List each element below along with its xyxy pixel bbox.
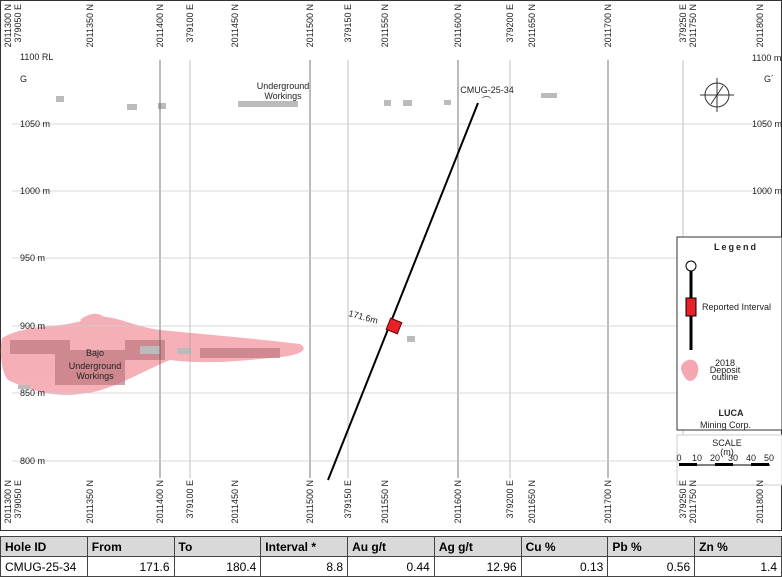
bottom-coordinate: 2011450 N (230, 480, 240, 523)
legend-title: Legend (714, 242, 758, 252)
scale-tick: 0 (676, 453, 681, 463)
table-cell: 12.96 (433, 556, 522, 577)
assay-table: Hole ID From To Interval * Au g/t Ag g/t Cu % P… (0, 536, 782, 577)
workings-label: Workings (264, 91, 302, 101)
legend-outline: outline (712, 372, 739, 382)
column-header: From (86, 536, 175, 557)
collar-mark: ⌒ (482, 96, 491, 106)
column-header: Cu % (520, 536, 609, 557)
left-elevation: 800 m (20, 456, 45, 466)
grid (12, 60, 770, 478)
column-header: Ag g/t (433, 536, 522, 557)
top-coordinate: 2011600 N (453, 4, 463, 47)
scale-title: SCALE (712, 438, 742, 448)
top-coordinate: 2011350 N (85, 4, 95, 47)
scale-unit: (m) (720, 447, 734, 457)
rl-label: 1100 RL (20, 52, 53, 62)
bottom-coordinate: 379150 E (343, 480, 353, 519)
north-arrow (700, 78, 734, 112)
legend-outline: Deposit (710, 365, 741, 375)
top-coordinate: 379250 E (678, 4, 688, 43)
column-header: Zn % (694, 536, 782, 557)
right-elevation: 1100 m (752, 53, 781, 63)
bottom-coordinate: 2011350 N (85, 480, 95, 523)
bottom-coordinate: 2011650 N (527, 480, 537, 523)
scale-tick: 30 (728, 453, 738, 463)
table-cell: 171.6 (86, 556, 175, 577)
column-header: Au g/t (347, 536, 435, 557)
right-elevation: 1050 m (752, 119, 782, 129)
top-coordinate: 2011650 N (527, 4, 537, 47)
scale-tick: 50 (764, 453, 774, 463)
table-cell: 8.8 (260, 556, 349, 577)
top-coordinate: 2011550 N (380, 4, 390, 47)
top-coordinate: 2011450 N (230, 4, 240, 47)
bottom-coordinate: 379050 E (13, 480, 23, 519)
scale-tick: 10 (692, 453, 702, 463)
bottom-coordinate: 2011700 N (603, 480, 613, 523)
section-start: G (20, 74, 27, 84)
left-elevation: 950 m (20, 253, 45, 263)
left-elevation: 1050 m (20, 119, 50, 129)
legend-logo: LUCA (719, 408, 744, 418)
table-cell: 0.44 (347, 556, 435, 577)
frame (0, 0, 782, 531)
workings-label: Underground (257, 81, 310, 91)
scale-tick: 20 (710, 453, 720, 463)
left-elevation: 900 m (20, 321, 45, 331)
bajo-label: Underground (69, 361, 122, 371)
column-header: Hole ID (0, 536, 88, 557)
bottom-coordinate: 2011400 N (155, 480, 165, 523)
bottom-coordinate: 2011300 N (3, 480, 13, 523)
drill-trace (327, 102, 479, 481)
bottom-coordinate: 379250 E (678, 480, 688, 519)
grey-workings (18, 93, 557, 389)
top-coordinate: 379150 E (343, 4, 353, 43)
right-elevation: 1000 m (752, 186, 782, 196)
table-row: CMUG-25-34 171.6 180.4 8.8 0.44 12.96 0.13 0.56… (0, 556, 782, 577)
reported-interval (385, 317, 403, 335)
hole-label: CMUG-25-34 (460, 85, 514, 95)
top-coordinate: 2011400 N (155, 4, 165, 47)
top-coordinate: 2011300 N (3, 4, 13, 47)
workings (10, 340, 280, 385)
left-elevation: 1000 m (20, 186, 50, 196)
top-coordinate: 379100 E (185, 4, 195, 43)
top-coordinate: 2011750 N (688, 4, 698, 47)
section-end: G´ (764, 74, 774, 84)
table-cell: 180.4 (173, 556, 262, 577)
top-coordinate: 379200 E (505, 4, 515, 43)
bottom-coordinate: 379100 E (185, 480, 195, 519)
bottom-coordinate: 2011600 N (453, 480, 463, 523)
bajo-label: Workings (76, 371, 114, 381)
legend (676, 236, 782, 486)
left-elevation: 850 m (20, 388, 45, 398)
legend-logo-sub: Mining Corp. (700, 420, 751, 430)
bottom-coordinate: 2011550 N (380, 480, 390, 523)
column-header: Interval * (260, 536, 349, 557)
bottom-coordinate: 2011800 N (755, 480, 765, 523)
table-cell: 0.13 (520, 556, 609, 577)
top-coordinate: 379050 E (13, 4, 23, 43)
top-coordinate: 2011500 N (305, 4, 315, 47)
legend-outline: 2018 (715, 358, 735, 368)
bajo-label: Bajo (86, 348, 104, 358)
scale-tick: 40 (746, 453, 756, 463)
bottom-coordinate: 2011500 N (305, 480, 315, 523)
top-coordinate: 2011800 N (755, 4, 765, 47)
table-cell: 1.4 (694, 556, 782, 577)
top-coordinate: 2011700 N (603, 4, 613, 47)
bottom-coordinate: 379200 E (505, 480, 515, 519)
legend-interval: Reported Interval (702, 302, 771, 312)
table-cell: 0.56 (607, 556, 696, 577)
table-cell: CMUG-25-34 (0, 556, 88, 577)
column-header: To (173, 536, 262, 557)
column-header: Pb % (607, 536, 696, 557)
bottom-coordinate: 2011750 N (688, 480, 698, 523)
